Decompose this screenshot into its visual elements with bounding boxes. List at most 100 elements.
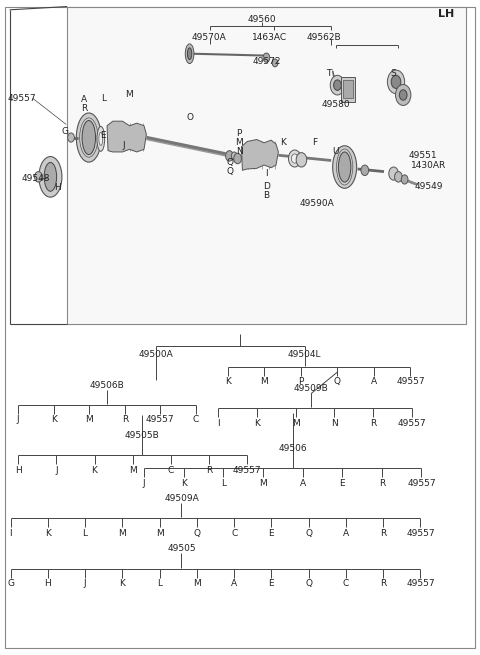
Text: 49557: 49557: [406, 529, 435, 538]
Text: M: M: [235, 138, 243, 147]
Text: C: C: [231, 529, 237, 538]
Text: T: T: [326, 69, 332, 78]
Text: J: J: [143, 479, 145, 488]
Text: 49557: 49557: [407, 479, 436, 488]
Text: K: K: [180, 479, 187, 488]
Text: P: P: [236, 129, 242, 138]
Text: G: G: [61, 126, 68, 136]
Ellipse shape: [333, 145, 357, 189]
Text: M: M: [125, 90, 132, 100]
Text: 49570A: 49570A: [192, 33, 226, 42]
Text: 49505B: 49505B: [124, 431, 159, 440]
Circle shape: [396, 84, 411, 105]
Text: R: R: [121, 415, 128, 424]
Ellipse shape: [82, 121, 96, 155]
Text: M: M: [292, 419, 300, 428]
Text: Q: Q: [193, 529, 200, 538]
Text: M: M: [129, 466, 137, 475]
Text: 49562B: 49562B: [307, 33, 341, 42]
Text: R: R: [380, 579, 386, 588]
Text: A: A: [231, 579, 237, 588]
Text: A: A: [300, 479, 306, 488]
Text: 49557: 49557: [7, 94, 36, 103]
Text: E: E: [269, 579, 274, 588]
Circle shape: [231, 152, 237, 160]
Polygon shape: [241, 140, 278, 170]
Text: R: R: [81, 103, 87, 113]
Circle shape: [68, 133, 74, 142]
Text: 1430AR: 1430AR: [411, 160, 446, 170]
Text: K: K: [51, 415, 57, 424]
Text: 49509A: 49509A: [164, 494, 199, 503]
Text: L: L: [221, 479, 226, 488]
Text: K: K: [280, 138, 286, 147]
Text: Q: Q: [227, 158, 234, 167]
Text: E: E: [100, 131, 106, 140]
Text: 49506B: 49506B: [89, 381, 124, 390]
Text: I: I: [9, 529, 12, 538]
Text: I: I: [217, 419, 220, 428]
Text: L: L: [157, 579, 162, 588]
Text: G: G: [7, 579, 14, 588]
Text: LH: LH: [438, 9, 455, 20]
Circle shape: [401, 175, 408, 184]
Text: K: K: [120, 579, 125, 588]
Bar: [67, 7, 466, 324]
Text: H: H: [54, 183, 61, 193]
Ellipse shape: [338, 152, 351, 182]
Text: J: J: [84, 579, 86, 588]
Text: 49509B: 49509B: [294, 384, 328, 393]
Circle shape: [234, 153, 241, 164]
Bar: [341, 77, 355, 102]
Circle shape: [263, 53, 270, 62]
Text: J: J: [17, 415, 20, 424]
Text: 49572: 49572: [252, 57, 281, 66]
Circle shape: [389, 167, 398, 180]
Ellipse shape: [44, 162, 57, 191]
Circle shape: [395, 172, 402, 182]
Text: O: O: [186, 113, 193, 122]
Text: R: R: [379, 479, 385, 488]
Text: M: M: [156, 529, 164, 538]
Text: K: K: [254, 419, 260, 428]
Text: K: K: [225, 377, 231, 386]
Text: H: H: [15, 466, 22, 475]
Text: 49505: 49505: [167, 544, 196, 553]
Text: 49580: 49580: [322, 100, 350, 109]
Text: 49557: 49557: [396, 377, 425, 386]
Text: K: K: [92, 466, 97, 475]
Circle shape: [288, 150, 301, 167]
Text: D: D: [263, 181, 270, 191]
Circle shape: [330, 75, 345, 95]
Bar: [343, 80, 353, 98]
Circle shape: [387, 70, 405, 94]
Text: M: M: [261, 377, 268, 386]
Text: 49551: 49551: [408, 151, 437, 160]
Text: 49549: 49549: [414, 181, 443, 191]
Text: 49557: 49557: [146, 415, 175, 424]
Circle shape: [35, 172, 42, 182]
Text: 49504L: 49504L: [288, 350, 322, 360]
Text: S: S: [391, 69, 396, 78]
Text: 49506: 49506: [278, 444, 307, 453]
Text: M: M: [119, 529, 126, 538]
Text: I: I: [265, 169, 268, 178]
Text: A: A: [371, 377, 377, 386]
Text: A: A: [343, 529, 349, 538]
Text: P: P: [298, 377, 304, 386]
Text: F: F: [312, 138, 317, 147]
Text: U: U: [332, 147, 338, 157]
Text: Q: Q: [305, 579, 312, 588]
Text: Q: Q: [305, 529, 312, 538]
Text: 49548: 49548: [22, 174, 50, 183]
Text: B: B: [264, 191, 269, 200]
Text: 49590A: 49590A: [300, 198, 334, 208]
Text: N: N: [331, 419, 338, 428]
Polygon shape: [107, 121, 146, 152]
Circle shape: [334, 80, 341, 90]
Text: R: R: [370, 419, 376, 428]
Text: C: C: [192, 415, 199, 424]
Text: Q: Q: [334, 377, 341, 386]
Text: M: M: [85, 415, 93, 424]
Circle shape: [272, 59, 278, 67]
